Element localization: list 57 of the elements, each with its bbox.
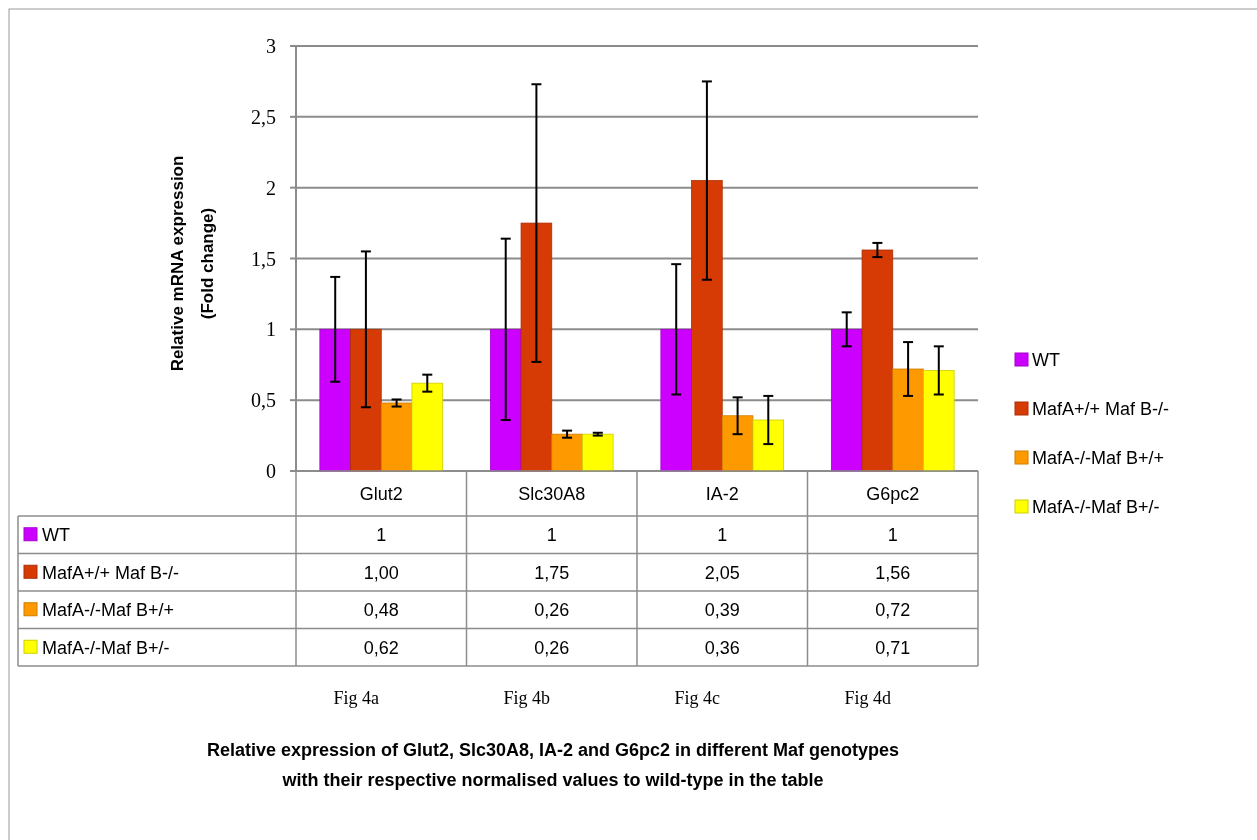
text: MafA+/+ Maf B-/- bbox=[42, 562, 180, 583]
bar bbox=[350, 328, 382, 472]
bar bbox=[752, 419, 785, 472]
caption: Fig 4b bbox=[503, 688, 551, 709]
bar bbox=[892, 368, 924, 472]
x-tick-label: Glut2 bbox=[359, 483, 403, 504]
data-label: 0,26 bbox=[534, 600, 570, 621]
data-label: 1,56 bbox=[875, 562, 911, 583]
caption: Fig 4a bbox=[333, 688, 380, 709]
bar bbox=[582, 433, 614, 472]
data-label: 0,36 bbox=[704, 637, 740, 658]
y-tick-label: 1 bbox=[266, 318, 276, 341]
bar bbox=[721, 415, 754, 472]
legend-label: WT bbox=[1032, 350, 1060, 371]
bar bbox=[489, 328, 522, 472]
bar bbox=[319, 328, 351, 472]
text: WT bbox=[42, 525, 70, 546]
bar bbox=[660, 328, 692, 472]
data-label: 2,05 bbox=[704, 562, 740, 583]
y-tick-label: 2 bbox=[266, 176, 276, 199]
bar bbox=[411, 382, 444, 472]
y-tick-label: 1,5 bbox=[251, 247, 276, 270]
bar bbox=[551, 433, 583, 472]
y-axis-title: Relative mRNA expression (Fold change) bbox=[168, 155, 217, 372]
bar bbox=[520, 222, 553, 472]
x-tick-label: Slc30A8 bbox=[518, 483, 586, 504]
data-label: 1 bbox=[376, 525, 387, 546]
caption: Fig 4d bbox=[844, 688, 892, 709]
y-tick-label: 0,5 bbox=[251, 389, 276, 412]
x-tick-label: IA-2 bbox=[705, 483, 739, 504]
bar bbox=[830, 328, 863, 472]
legend-label: MafA-/-Maf B+/- bbox=[1032, 497, 1160, 518]
data-label: 0,26 bbox=[534, 637, 570, 658]
bar bbox=[861, 249, 894, 472]
data-label: 1 bbox=[546, 525, 557, 546]
data-label: 0,72 bbox=[875, 600, 911, 621]
text: MafA-/-Maf B+/- bbox=[42, 637, 170, 658]
legend-label: MafA+/+ Maf B-/- bbox=[1032, 399, 1170, 420]
caption: Fig 4c bbox=[674, 688, 721, 709]
data-label: 0,39 bbox=[704, 600, 740, 621]
bar bbox=[691, 180, 723, 472]
text: Relative expression of Glut2, Slc30A8, IA-2 and G6pc2 in different Maf genotypes with their respective normalised values to wild-type in the table bbox=[206, 740, 900, 790]
data-label: 1,75 bbox=[534, 562, 570, 583]
y-tick-label: 0 bbox=[266, 460, 276, 482]
bar bbox=[380, 402, 413, 472]
text: MafA-/-Maf B+/+ bbox=[42, 600, 175, 621]
data-label: 1 bbox=[717, 525, 728, 546]
legend-label: MafA-/-Maf B+/+ bbox=[1032, 448, 1165, 469]
y-tick-label: 3 bbox=[266, 35, 276, 57]
data-label: 0,71 bbox=[875, 637, 911, 658]
data-label: 0,48 bbox=[363, 600, 399, 621]
x-tick-label: G6pc2 bbox=[866, 483, 920, 504]
y-tick-label: 2,5 bbox=[251, 105, 276, 128]
bar bbox=[923, 370, 955, 472]
data-label: 1 bbox=[887, 525, 898, 546]
data-label: 0,62 bbox=[363, 637, 399, 658]
data-label: 1,00 bbox=[363, 562, 399, 583]
